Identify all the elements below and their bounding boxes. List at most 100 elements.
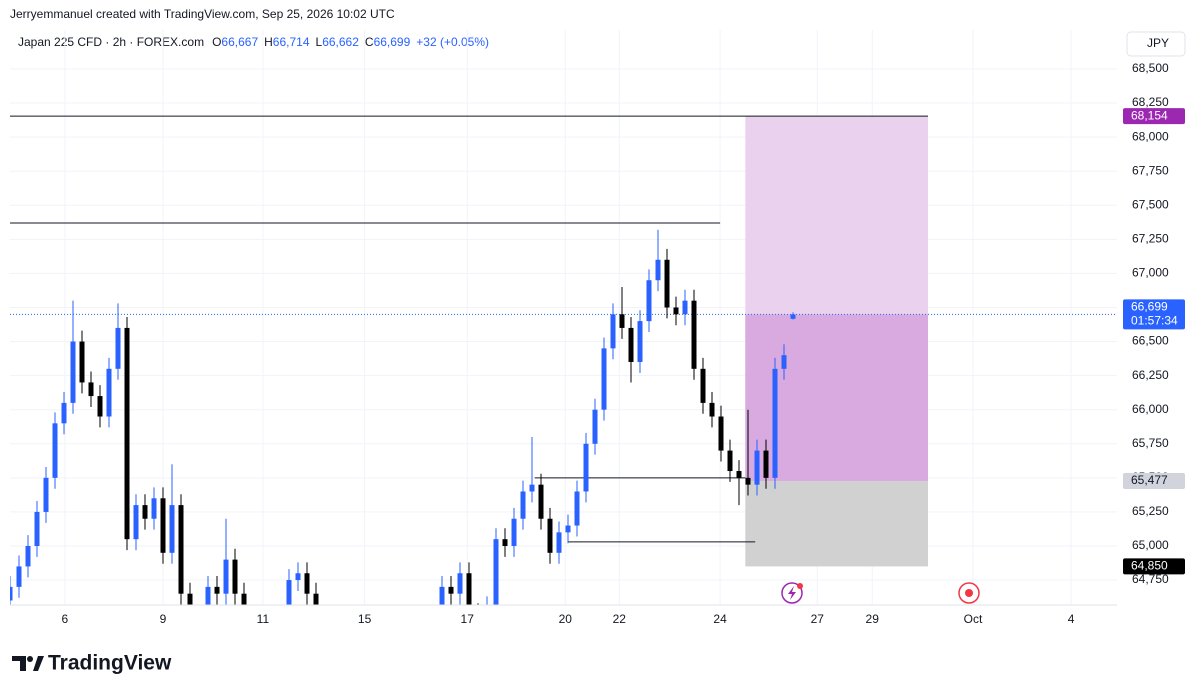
price-label-box — [1123, 108, 1185, 125]
x-tick-label: 24 — [713, 612, 727, 626]
candle-body — [673, 307, 679, 315]
brand: TradingView — [48, 652, 172, 675]
candle-body — [115, 327, 121, 369]
price-label: 64,850 — [1131, 559, 1168, 573]
candle-body — [718, 416, 724, 451]
y-tick-label: 65,000 — [1132, 538, 1169, 552]
ohlc-value: 66,699 — [374, 35, 411, 49]
candle-body — [142, 505, 148, 519]
candle-body — [313, 593, 319, 605]
candle-body — [34, 511, 40, 546]
candle-body — [241, 593, 247, 605]
candle-body — [583, 443, 589, 492]
candle-body — [295, 573, 301, 581]
ohlc-legend: O 66,667 H 66,714 L 66,662 C 66,699 +32 (+0.05%) — [212, 35, 489, 49]
y-tick-label: 68,500 — [1132, 61, 1169, 75]
candle-body — [574, 491, 580, 526]
x-tick-label: Oct — [964, 612, 983, 626]
candle-body — [754, 450, 760, 485]
price-label: 68,154 — [1131, 108, 1168, 122]
stop-zone — [745, 480, 928, 567]
price-label-box — [1123, 299, 1185, 330]
brand-logo — [12, 656, 44, 671]
candle-body — [664, 259, 670, 308]
y-tick-label: 68,000 — [1132, 129, 1169, 143]
candle-body — [610, 314, 616, 349]
candle-body — [691, 300, 697, 369]
candle-body — [16, 566, 22, 587]
y-tick-label: 66,000 — [1132, 402, 1169, 416]
x-tick-label: 22 — [613, 612, 627, 626]
candle-body — [736, 471, 742, 478]
candle-body — [592, 409, 598, 444]
x-tick-label: 29 — [866, 612, 880, 626]
candle-body — [88, 382, 94, 397]
alert-icon[interactable] — [781, 582, 803, 604]
attribution: Jerryemmanuel created with TradingView.c… — [10, 7, 395, 21]
candle-body — [628, 327, 634, 362]
candle-body — [745, 477, 751, 485]
candle-body — [439, 586, 445, 605]
candle-body — [709, 402, 715, 417]
candle-body — [169, 505, 175, 553]
y-tick-label: 66,250 — [1132, 368, 1169, 382]
candle-body — [547, 518, 553, 553]
candle-body — [205, 586, 211, 605]
y-tick-label: 67,000 — [1132, 266, 1169, 280]
candle-body — [97, 396, 103, 417]
candle-body — [790, 314, 796, 319]
candle-body — [232, 559, 238, 594]
y-tick-label: 65,250 — [1132, 504, 1169, 518]
candle-body — [10, 586, 13, 601]
candle-body — [25, 545, 31, 567]
event-icon[interactable] — [958, 582, 980, 604]
candle-body — [304, 573, 310, 594]
x-tick-label: 15 — [358, 612, 372, 626]
ohlc-value: 66,662 — [322, 35, 359, 49]
candle-body — [763, 450, 769, 478]
ohlc-key: L — [316, 35, 323, 49]
currency: JPY — [1147, 36, 1169, 50]
ohlc-value: 66,714 — [273, 35, 310, 49]
candle-body — [619, 314, 625, 328]
candle-body — [124, 327, 130, 540]
y-tick-label: 65,750 — [1132, 436, 1169, 450]
candle-body — [466, 573, 472, 605]
x-tick-label: 9 — [160, 612, 167, 626]
candle-body — [160, 498, 166, 553]
candle-body — [772, 368, 778, 478]
candle-body — [556, 532, 562, 553]
candle-body — [70, 341, 76, 403]
y-tick-label: 68,250 — [1132, 95, 1169, 109]
ohlc-key: O — [212, 35, 221, 49]
candle-body — [682, 300, 688, 315]
candle-body — [700, 368, 706, 403]
x-tick-label: 20 — [559, 612, 573, 626]
symbol: Japan 225 CFD · 2h · FOREX.com — [18, 35, 204, 49]
ohlc-key: H — [264, 35, 273, 49]
candle-body — [61, 402, 67, 424]
candle-body — [727, 450, 733, 472]
plot — [10, 115, 1117, 605]
currency-box[interactable] — [1126, 31, 1186, 57]
countdown: 01:57:34 — [1131, 314, 1178, 328]
candle-body — [223, 559, 229, 594]
price-label: 65,477 — [1131, 473, 1168, 487]
candle-body — [457, 573, 463, 594]
candle-body — [43, 477, 49, 512]
x-tick-label: 11 — [257, 612, 270, 626]
y-tick-label: 66,500 — [1132, 334, 1169, 348]
candle-body — [286, 580, 292, 605]
change: +32 (+0.05%) — [416, 35, 489, 49]
price-label-box — [1123, 472, 1185, 489]
candle-body — [502, 539, 508, 546]
x-tick-label: 6 — [62, 612, 69, 626]
candle-body — [133, 505, 139, 540]
candle-body — [106, 368, 112, 417]
candle-body — [520, 491, 526, 519]
candle-body — [178, 505, 184, 594]
price-label-box — [1123, 558, 1185, 575]
candle-body — [781, 355, 787, 369]
